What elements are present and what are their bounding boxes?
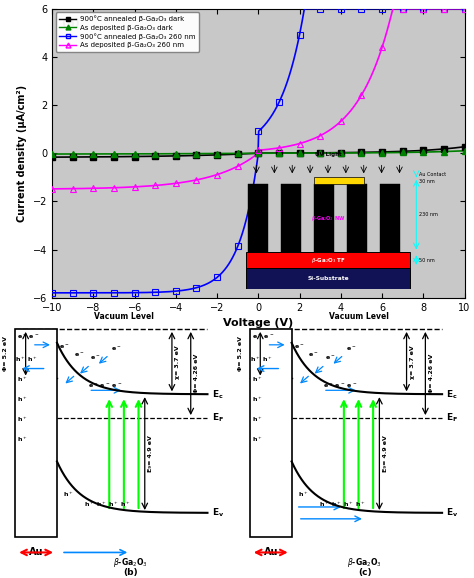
Text: E₉= 4.9 eV: E₉= 4.9 eV [148,435,153,472]
Text: Au: Au [29,547,43,557]
Text: e$^-$: e$^-$ [308,351,319,359]
Text: Φ= 5.2 eV: Φ= 5.2 eV [3,336,8,371]
Text: e$^-$ e$^-$: e$^-$ e$^-$ [252,333,274,341]
Text: χ= 3.7 eV: χ= 3.7 eV [175,344,180,379]
Text: e$^-$: e$^-$ [59,343,70,351]
Text: e$^-$: e$^-$ [91,354,101,362]
Text: $\mathbf{E_c}$: $\mathbf{E_c}$ [446,388,458,401]
Text: h$^+$: h$^+$ [17,376,28,384]
Bar [250,329,292,536]
Text: h$^+$: h$^+$ [252,435,263,444]
Y-axis label: Current density (μA/cm²): Current density (μA/cm²) [18,84,27,222]
Text: (a): (a) [63,17,80,28]
Text: e$^-$: e$^-$ [325,354,336,362]
Text: Φ= 4.26 eV: Φ= 4.26 eV [194,354,199,393]
X-axis label: Voltage (V): Voltage (V) [223,318,293,328]
Text: h$^+$: h$^+$ [17,435,28,444]
Text: h$^+$ h$^+$: h$^+$ h$^+$ [15,355,38,364]
Text: $\beta$-Ga$_2$O$_3$: $\beta$-Ga$_2$O$_3$ [347,556,382,569]
Text: h$^+$: h$^+$ [298,490,309,499]
Text: $\beta$-Ga$_2$O$_3$: $\beta$-Ga$_2$O$_3$ [113,556,147,569]
Text: Vacuum Level: Vacuum Level [94,312,154,321]
Text: $\mathbf{E_F}$: $\mathbf{E_F}$ [211,412,224,424]
Text: e$^-$ e$^-$ e$^-$: e$^-$ e$^-$ e$^-$ [88,381,123,390]
Text: $\mathbf{E_F}$: $\mathbf{E_F}$ [446,412,458,424]
Text: Vacuum Level: Vacuum Level [328,312,388,321]
Text: e$^-$: e$^-$ [294,343,304,351]
Text: h$^+$: h$^+$ [252,415,263,424]
Text: h$^+$: h$^+$ [252,395,263,404]
Text: Φ= 4.26 eV: Φ= 4.26 eV [428,354,434,393]
Legend: 900°C annealed β-Ga₂O₃ dark, As deposited β-Ga₂O₃ dark, 900°C annealed β-Ga₂O₃ 2: 900°C annealed β-Ga₂O₃ dark, As deposite… [55,12,199,52]
Text: χ= 3.7 eV: χ= 3.7 eV [410,344,415,379]
Text: h$^+$ h$^+$: h$^+$ h$^+$ [250,355,273,364]
Text: h$^+$: h$^+$ [17,415,28,424]
Text: (c): (c) [358,568,372,577]
Text: Φ= 5.2 eV: Φ= 5.2 eV [238,336,243,371]
Text: h$^+$: h$^+$ [17,395,28,404]
Text: h$^+$ h$^+$ h$^+$ h$^+$: h$^+$ h$^+$ h$^+$ h$^+$ [84,500,131,509]
Bar [15,329,57,536]
Text: $\mathbf{E_c}$: $\mathbf{E_c}$ [211,388,223,401]
Text: h$^+$: h$^+$ [63,490,74,499]
Text: e$^-$: e$^-$ [346,345,356,353]
Text: h$^+$: h$^+$ [252,376,263,384]
Text: $\mathbf{E_v}$: $\mathbf{E_v}$ [211,507,224,519]
Text: e$^-$ e$^-$: e$^-$ e$^-$ [17,333,40,341]
Text: $\mathbf{E_v}$: $\mathbf{E_v}$ [446,507,458,519]
Text: e$^-$: e$^-$ [111,345,122,353]
Text: E₉= 4.9 eV: E₉= 4.9 eV [383,435,388,472]
Text: e$^-$: e$^-$ [73,351,84,359]
Text: h$^+$ h$^+$ h$^+$ h$^+$: h$^+$ h$^+$ h$^+$ h$^+$ [319,500,366,509]
Text: Au: Au [264,547,278,557]
Text: (b): (b) [123,568,137,577]
Text: e$^-$ e$^-$ e$^-$: e$^-$ e$^-$ e$^-$ [323,381,357,390]
